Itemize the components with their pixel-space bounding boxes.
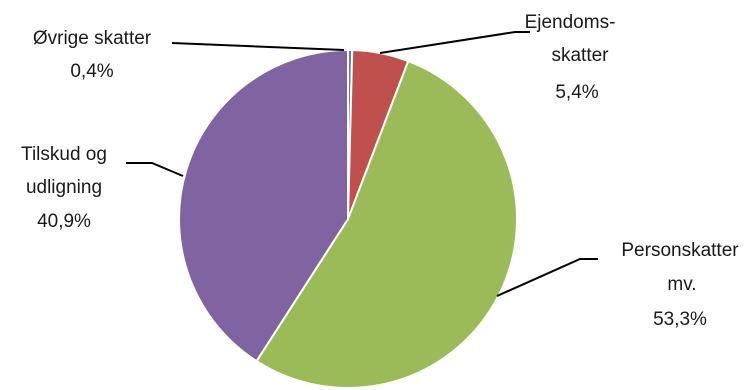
pie-slices <box>178 48 518 389</box>
slice-label-ejendomsskatter-line1: Ejendoms- <box>525 12 616 33</box>
slice-tilskud-og-udligning <box>178 48 349 363</box>
slice-value-personskatter: 53,3% <box>653 309 707 330</box>
slice-label-tilskud-line1: Tilskud og <box>21 144 107 165</box>
slice-label-ejendomsskatter-line2: skatter <box>551 45 609 66</box>
slice-label-personskatter-line2: mv. <box>667 274 696 295</box>
leader-line-tilskud <box>126 162 184 177</box>
slice-label-ovrige-skatter: Øvrige skatter <box>33 28 152 49</box>
leader-line-ejendomsskatter <box>379 31 530 54</box>
slice-value-ejendomsskatter: 5,4% <box>555 82 598 103</box>
slice-value-tilskud: 40,9% <box>37 211 91 232</box>
leader-line-ovrige-skatter <box>171 42 345 51</box>
leader-line-personskatter <box>496 258 598 297</box>
slice-value-ovrige-skatter: 0,4% <box>70 61 113 82</box>
slice-label-personskatter-line1: Personskatter <box>621 240 739 261</box>
leader-lines <box>126 31 598 297</box>
slice-label-tilskud-line2: udligning <box>26 177 102 198</box>
